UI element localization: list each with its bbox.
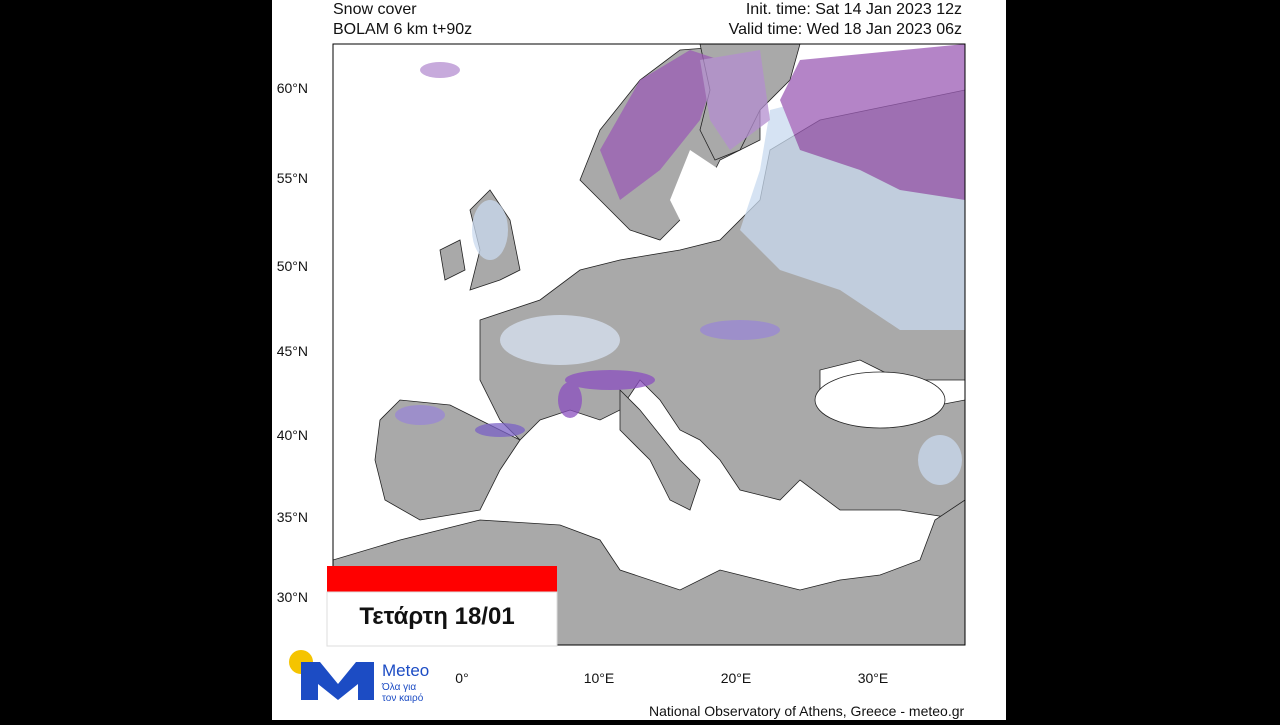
banner-day: Τετάρτη 18/01 (359, 603, 514, 630)
lat-label: 60°N (277, 80, 308, 96)
lon-label: 20°E (721, 670, 752, 686)
init-time: Init. time: Sat 14 Jan 2023 12z (746, 1, 962, 18)
lat-label: 40°N (277, 427, 308, 443)
model: BOLAM 6 km t+90z (333, 21, 472, 38)
map (333, 44, 965, 645)
lon-label: 0° (455, 670, 468, 686)
lat-label: 45°N (277, 343, 308, 359)
credit: National Observatory of Athens, Greece -… (649, 703, 964, 719)
lon-label: 10°E (584, 670, 615, 686)
lon-label: 30°E (858, 670, 889, 686)
logo-tagline: Όλα για (381, 682, 416, 693)
lat-label: 50°N (277, 258, 308, 274)
banner-bar (327, 566, 557, 592)
lat-label: 30°N (277, 589, 308, 605)
title: Snow cover (333, 1, 417, 18)
lat-label: 35°N (277, 509, 308, 525)
logo-name: Meteo (382, 661, 429, 680)
valid-time: Valid time: Wed 18 Jan 2023 06z (729, 21, 962, 38)
lat-label: 55°N (277, 170, 308, 186)
banner-box (326, 591, 558, 647)
logo-tagline: τον καιρό (382, 692, 424, 704)
logo: Meteo Όλα για τον καιρό (289, 650, 429, 704)
